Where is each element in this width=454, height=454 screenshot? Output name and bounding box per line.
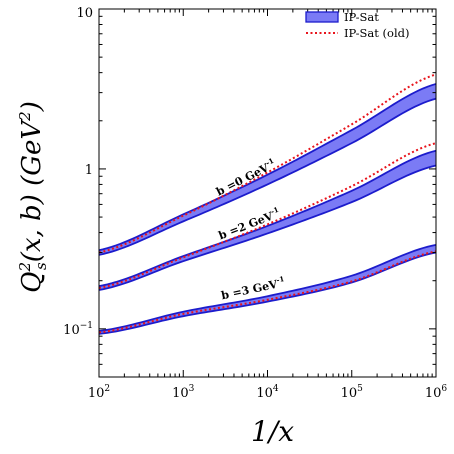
y-axis-title: Q2s(x, b) (GeV2) <box>16 101 50 293</box>
legend-label-1: IP-Sat (old) <box>344 26 410 40</box>
legend-band-swatch <box>305 11 339 23</box>
x-tick-label-4: 106 <box>425 384 448 401</box>
lines-group <box>98 73 437 334</box>
series-band-upper-edge-0 <box>98 83 437 252</box>
series-old-line-1 <box>98 142 437 290</box>
series-band-lower-edge-0 <box>98 97 437 256</box>
bands-group <box>98 83 437 335</box>
series-band-lower-edge-1 <box>98 164 437 291</box>
y-tick-label-0: 10−1 <box>63 321 93 338</box>
legend-label-0: IP-Sat <box>344 10 379 24</box>
series-band-upper-edge-2 <box>98 244 437 332</box>
x-axis-title: 1/x <box>251 415 294 448</box>
axes-group: 102 103 104 105 106 10−1 1 10 1/x Q2s(x, b) (GeV2… <box>16 6 447 448</box>
x-tick-label-1: 103 <box>172 384 195 401</box>
x-tick-label-2: 104 <box>256 384 279 401</box>
series-old-line-2 <box>98 250 437 334</box>
series-band-lower-edge-2 <box>98 251 437 335</box>
x-tick-label-0: 102 <box>88 384 110 401</box>
y-tick-label-1: 1 <box>85 163 93 178</box>
legend: IP-Sat IP-Sat (old) <box>305 10 410 40</box>
series-band-upper-edge-1 <box>98 149 437 288</box>
series-band-0 <box>99 83 436 255</box>
x-tick-label-3: 105 <box>341 384 364 401</box>
y-tick-label-2: 10 <box>76 6 93 21</box>
